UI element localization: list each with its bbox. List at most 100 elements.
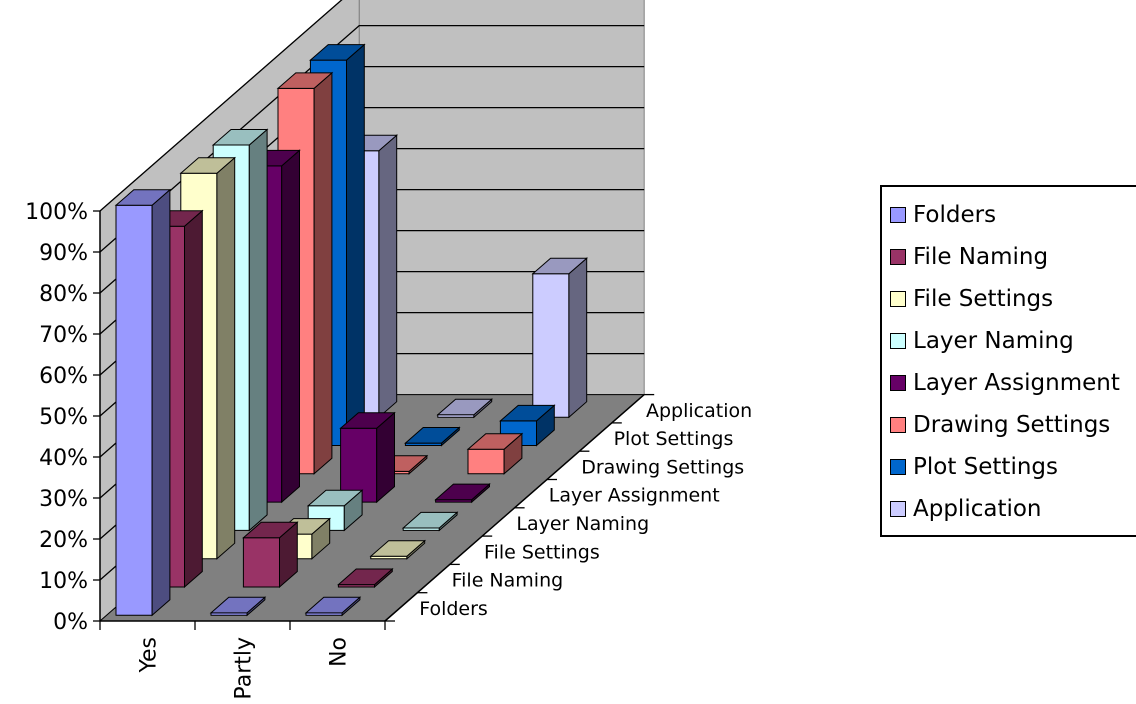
legend-item: File Naming [882,236,1136,278]
y-axis-tick-label: 30% [39,487,88,512]
depth-axis-tick-label: Drawing Settings [581,456,744,478]
legend-label: Layer Assignment [913,370,1120,396]
legend-item: Folders [882,194,1136,236]
bar-top-face [114,189,172,206]
axes [93,210,655,630]
y-axis-tick-labels: 0% 10% 20% 30% 40% 50% 60% 70% 80% 90% 100% [25,200,88,635]
bar-file-naming-partly [242,521,299,589]
bar-side-face [184,209,203,589]
bar-file-settings-no [369,539,427,560]
y-axis-tick-label: 20% [39,528,88,553]
legend: Folders File Naming File Settings Layer Nam… [880,185,1136,537]
x-axis-tick-label: No [327,637,352,667]
x-axis-tick-labels: Yes Partly No [137,637,352,700]
legend-label: Drawing Settings [913,412,1111,438]
legend-item: File Settings [882,278,1136,320]
bar-top-face [434,483,491,501]
y-axis-tick-label: 90% [39,241,88,266]
bar-top-face [436,398,494,416]
legend-swatch [890,207,906,223]
bar-top-face [211,129,269,146]
bar-side-face [568,257,588,419]
legend-item: Drawing Settings [882,404,1136,446]
y-axis-tick-label: 70% [39,323,88,348]
legend-swatch [890,375,906,391]
legend-item: Layer Assignment [882,362,1136,404]
x-axis-tick-label: Partly [232,637,257,700]
bar-side-face [216,156,236,560]
bar-top-face [304,596,362,614]
y-axis-tick-label: 0% [53,610,88,635]
legend-swatch [890,249,906,265]
bar-plot-settings-partly [404,426,461,447]
y-axis-tick-label: 60% [39,364,88,389]
legend-swatch [890,333,906,349]
depth-axis-tick-label: Application [646,400,752,422]
depth-axis-tick-label: File Naming [452,570,564,592]
gridline [99,0,343,212]
bar-top-face [369,540,427,557]
bar-layer-naming-no [401,511,459,532]
bar-top-face [499,404,556,422]
legend-label: Layer Naming [913,328,1074,354]
bar-folders-no [304,596,362,617]
bar-top-face [306,489,364,507]
bar-top-face [276,72,334,89]
y-axis-tick-label: 40% [39,446,88,471]
bar-side-face [346,43,365,447]
legend-item: Plot Settings [882,446,1136,488]
depth-axis-tick-label: Layer Assignment [549,485,720,507]
bar-side-face [313,71,333,475]
bar-top-face [466,433,524,450]
bar-application-partly [436,398,494,419]
y-axis-tick-label: 80% [39,282,88,307]
legend-swatch [890,501,906,517]
bar-front-face [467,448,505,475]
bar-front-face [115,204,153,616]
legend-label: Application [913,496,1042,522]
legend-label: File Settings [913,286,1054,312]
bar-side-face [248,128,268,532]
bar-application-no [531,257,589,419]
legend-label: Folders [913,202,997,228]
bar-top-face [339,412,396,429]
legend-label: File Naming [913,244,1049,270]
bar-side-face [281,149,300,504]
bar-top-face [242,521,299,539]
bar-top-face [179,157,237,174]
legend-item: Application [882,488,1136,530]
y-axis-tick-label: 100% [25,200,88,225]
depth-axis-tick-label: File Settings [484,541,600,563]
depth-axis-tick-label: Plot Settings [614,428,734,450]
legend-swatch [890,417,906,433]
legend-swatch [890,459,906,475]
bar-top-face [209,596,267,614]
legend-label: Plot Settings [913,454,1058,480]
y-axis-tick-label: 50% [39,405,88,430]
bar-folders-yes [114,188,172,617]
depth-axis-tick-labels: Folders File Naming File Settings Layer Nam… [419,400,752,620]
bar-layer-assignment-no [434,482,491,504]
depth-axis-tick-label: Layer Naming [516,513,649,535]
back-wall [358,0,645,396]
chart: 0% 10% 20% 30% 40% 50% 60% 70% 80% 90% 100% Yes Par… [25,0,752,700]
bar-front-face [532,273,570,418]
bar-side-face [151,188,171,617]
bar-front-face [242,537,280,588]
depth-axis-tick-label: Folders [419,598,488,620]
bar-top-face [337,568,394,586]
bars [114,43,589,617]
bar-top-face [531,257,589,275]
y-axis-tick-label: 10% [39,569,88,594]
bar-top-face [309,44,366,61]
bar-folders-partly [209,596,267,617]
bar-top-face [401,511,459,529]
bar-top-face [404,427,461,444]
bar-side-face [378,134,398,419]
x-axis-tick-label: Yes [137,637,162,674]
bar-file-naming-no [337,567,394,589]
legend-item: Layer Naming [882,320,1136,362]
legend-swatch [890,291,906,307]
bar-layer-assignment-partly [339,411,396,504]
bar-drawing-settings-no [466,432,524,475]
